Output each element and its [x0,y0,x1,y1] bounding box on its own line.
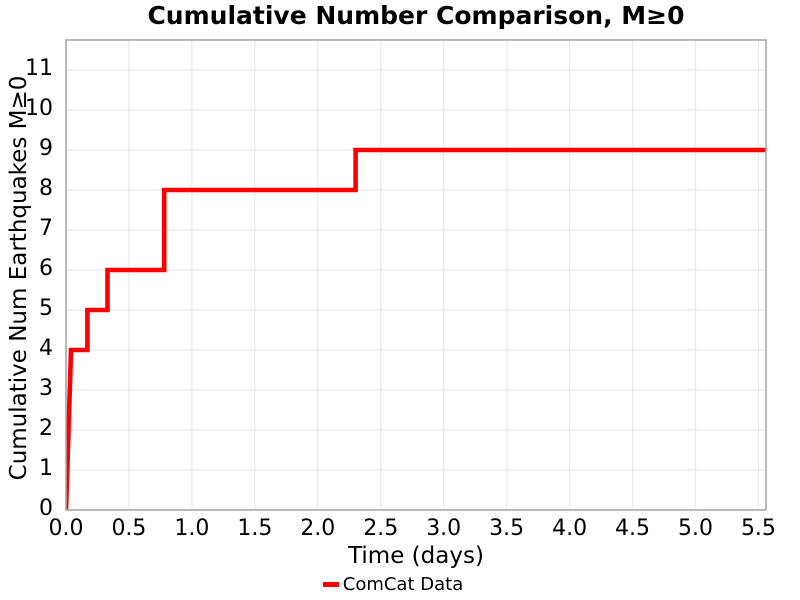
x-tick-label: 0.0 [49,516,84,541]
x-tick-label: 1.5 [237,516,272,541]
y-tick-label: 5 [39,296,53,321]
y-tick-label: 2 [39,416,53,441]
y-tick-label: 0 [39,496,53,521]
x-tick-label: 2.5 [363,516,398,541]
y-tick-label: 3 [39,376,53,401]
x-tick-label: 3.5 [489,516,524,541]
x-tick-label: 5.0 [678,516,713,541]
x-tick-label: 1.0 [174,516,209,541]
x-tick-label: 5.5 [741,516,776,541]
x-tick-label: 2.0 [300,516,335,541]
x-tick-label: 0.5 [111,516,146,541]
series-line-comcat-data [66,147,766,510]
y-tick-label: 4 [39,336,53,361]
y-tick-label: 7 [39,216,53,241]
legend: ComCat Data [0,572,786,596]
chart-title: Cumulative Number Comparison, M≥0 [147,1,685,30]
x-tick-label: 4.0 [552,516,587,541]
x-axis-label: Time (days) [348,543,484,569]
y-tick-label: 9 [39,136,53,161]
legend-label: ComCat Data [342,573,464,595]
legend-line-swatch [322,581,339,587]
y-tick-label: 10 [25,96,53,121]
y-axis-label: Cumulative Num Earthquakes M≥0 [6,75,32,481]
y-tick-label: 11 [25,56,53,81]
y-tick-label: 1 [39,456,53,481]
x-tick-label: 3.0 [426,516,461,541]
y-tick-label: 8 [39,176,53,201]
plot-border [65,39,767,511]
x-tick-label: 4.5 [615,516,650,541]
y-tick-label: 6 [39,256,53,281]
